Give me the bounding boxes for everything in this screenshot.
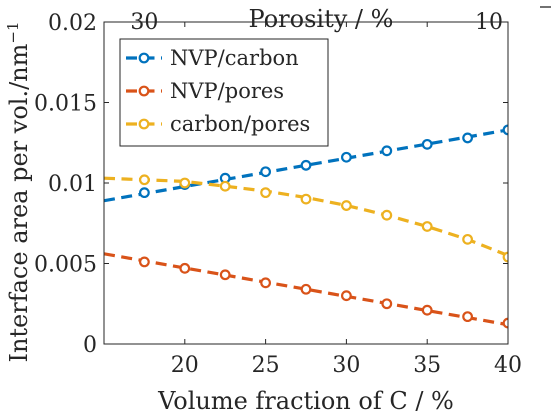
y-tick-label: 0.01 bbox=[48, 172, 97, 197]
y-tick-label: 0.005 bbox=[34, 253, 97, 278]
series-fit-line-nvp-pores bbox=[104, 252, 508, 327]
top-axis-label: Porosity / % bbox=[249, 5, 394, 33]
data-point-nvp-pores bbox=[300, 283, 312, 295]
data-point-carbon-pores bbox=[502, 251, 508, 263]
legend-label-carbon-pores: carbon/pores bbox=[170, 112, 310, 136]
data-point-nvp-carbon bbox=[260, 166, 272, 178]
data-point-carbon-pores bbox=[421, 221, 433, 232]
data-point-nvp-pores bbox=[421, 304, 433, 316]
legend-label-nvp-pores: NVP/pores bbox=[170, 79, 284, 103]
data-point-nvp-pores bbox=[341, 290, 352, 302]
y-axis-label-text: Interface area per vol./nm bbox=[5, 43, 33, 362]
x-tick-label: 25 bbox=[252, 353, 280, 378]
legend-marker-carbon-pores bbox=[138, 118, 150, 130]
data-point-nvp-pores bbox=[179, 262, 191, 274]
data-point-nvp-pores bbox=[381, 298, 393, 310]
legend-marker-nvp-carbon bbox=[138, 52, 150, 64]
x-tick-label: 40 bbox=[494, 353, 522, 378]
plot-area bbox=[104, 124, 508, 329]
top-axis-tick-label: 30 bbox=[130, 10, 158, 35]
data-point-nvp-carbon bbox=[381, 145, 393, 157]
x-tick-label: 30 bbox=[332, 353, 360, 378]
x-tick-label: 35 bbox=[413, 353, 441, 378]
y-tick-label: 0 bbox=[83, 333, 97, 358]
data-point-carbon-pores bbox=[300, 193, 312, 205]
series-fit-line-nvp-carbon bbox=[104, 128, 508, 203]
legend-label-nvp-carbon: NVP/carbon bbox=[170, 46, 299, 70]
data-point-nvp-pores bbox=[138, 256, 150, 268]
legend: NVP/carbon NVP/pores carbon/pores bbox=[119, 38, 329, 147]
y-axis-label-superscript: −1 bbox=[4, 21, 22, 43]
y-tick-label: 0.02 bbox=[48, 11, 97, 36]
data-point-nvp-carbon bbox=[421, 138, 433, 150]
legend-box bbox=[119, 38, 329, 147]
data-point-nvp-pores bbox=[462, 311, 474, 323]
x-axis-label: Volume fraction of C / % bbox=[157, 387, 454, 415]
y-axis-label: Interface area per vol./nm−1 bbox=[4, 21, 33, 362]
data-point-carbon-pores bbox=[138, 174, 150, 186]
data-point-nvp-pores bbox=[219, 269, 231, 281]
data-point-nvp-carbon bbox=[138, 187, 150, 199]
data-region bbox=[104, 124, 508, 329]
data-point-nvp-carbon bbox=[341, 151, 352, 163]
data-point-nvp-carbon bbox=[300, 159, 312, 171]
axes: 20 25 30 35 40 0 0.005 0.01 0.015 0.02 30 10 Porosit… bbox=[4, 5, 551, 415]
data-point-nvp-pores bbox=[260, 277, 272, 289]
x-tick-label: 20 bbox=[171, 353, 199, 378]
data-point-carbon-pores bbox=[462, 233, 474, 245]
data-point-nvp-carbon bbox=[462, 132, 474, 144]
data-point-carbon-pores bbox=[341, 200, 352, 211]
data-point-carbon-pores bbox=[381, 209, 393, 221]
y-tick-label: 0.015 bbox=[34, 92, 97, 117]
data-point-carbon-pores bbox=[219, 180, 231, 192]
data-point-carbon-pores bbox=[260, 187, 272, 199]
top-axis-tick-label: 10 bbox=[475, 10, 503, 35]
legend-marker-nvp-pores bbox=[138, 85, 150, 97]
data-point-carbon-pores bbox=[179, 177, 191, 189]
data-point-nvp-carbon bbox=[502, 124, 508, 136]
data-point-nvp-pores bbox=[502, 317, 508, 329]
